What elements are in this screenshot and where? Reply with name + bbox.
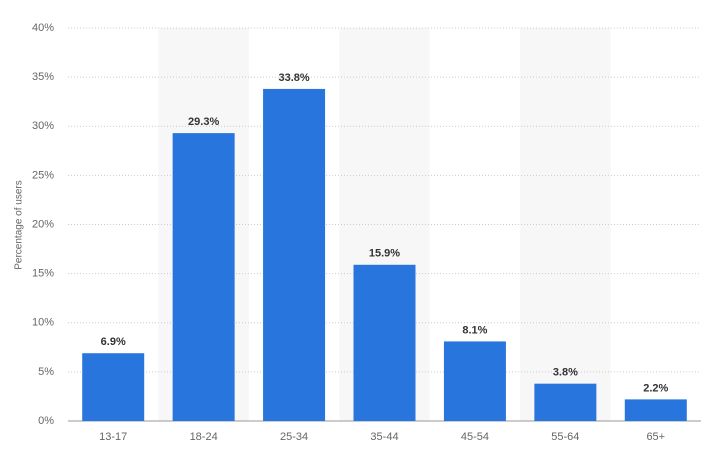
y-tick-label: 10% [32,317,54,329]
value-label: 8.1% [462,324,487,336]
x-tick-label: 55-64 [551,431,579,443]
value-label: 6.9% [101,336,126,348]
bar [172,133,235,421]
bar [263,88,326,421]
x-tick-label: 18-24 [190,431,218,443]
bar [82,353,145,421]
band-shade [520,28,611,421]
value-label: 33.8% [278,72,309,84]
y-axis-label: Percentage of users [14,180,25,270]
value-label: 2.2% [643,382,668,394]
bar [624,399,687,421]
x-tick-label: 25-34 [280,431,308,443]
y-tick-label: 30% [32,120,54,132]
x-tick-label: 45-54 [461,431,489,443]
y-tick-label: 35% [32,71,54,83]
value-label: 3.8% [553,367,578,379]
bar [443,341,506,421]
x-tick-label: 13-17 [99,431,127,443]
bar [534,383,597,421]
x-tick-label: 35-44 [370,431,398,443]
y-tick-label: 20% [32,218,54,230]
y-tick-label: 25% [32,169,54,181]
bar [353,264,416,421]
y-tick-label: 0% [38,415,54,427]
value-label: 29.3% [188,116,219,128]
y-tick-label: 5% [38,366,54,378]
value-label: 15.9% [369,248,400,260]
y-tick-label: 40% [32,22,54,34]
y-tick-label: 15% [32,268,54,280]
x-tick-label: 65+ [646,431,665,443]
